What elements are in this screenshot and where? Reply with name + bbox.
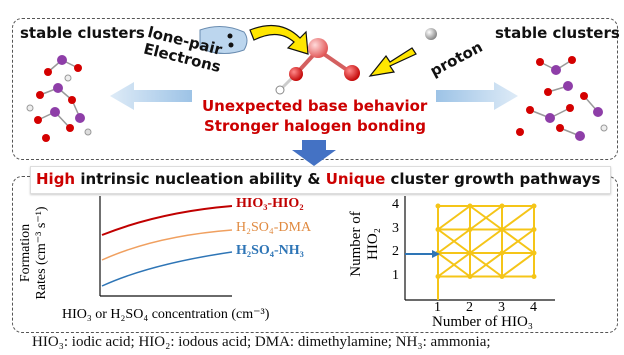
curve-h2so4-dma xyxy=(101,229,233,261)
cluster-node xyxy=(531,203,537,209)
cluster-node xyxy=(531,274,537,279)
growth-path-diag xyxy=(469,228,503,254)
results-panel xyxy=(12,176,618,333)
growth-path-diag xyxy=(469,252,503,278)
right-blue-arrow xyxy=(436,82,518,110)
growth-path-diag xyxy=(501,228,535,254)
x-tick-label: 4 xyxy=(530,300,537,315)
legend-hio3-hio2: HIO₃-HIO₂ xyxy=(236,196,304,211)
legend-h2so4-dma: H₂SO₄-DMA xyxy=(236,220,312,235)
down-blue-arrow xyxy=(292,140,336,166)
x-tick-label: 2 xyxy=(466,300,473,315)
headline-end: cluster growth pathways xyxy=(385,170,601,188)
stable-clusters-right-label: stable clusters xyxy=(495,24,620,42)
headline-high: High xyxy=(36,170,76,188)
hio2-molecule-image xyxy=(275,28,437,95)
abbreviation-footer: HIO₃: iodic acid; HIO₂: iodous acid; DMA… xyxy=(32,334,491,350)
cluster-node xyxy=(531,227,537,232)
curve-h2so4-nh3 xyxy=(101,251,233,287)
stable-clusters-left-label: stable clusters xyxy=(20,24,145,42)
cluster-growth-chart xyxy=(404,196,555,301)
right-chart-x-label: Number of HIO₃ xyxy=(432,314,534,330)
stable-cluster-right-image xyxy=(516,56,608,141)
headline-box xyxy=(30,166,611,194)
growth-path-diag xyxy=(437,228,471,254)
y-label-line2: Rates (cm⁻³ s⁻¹) xyxy=(34,206,49,300)
growth-path-diag xyxy=(501,252,535,278)
cluster-node xyxy=(435,227,441,232)
unexpected-base-behavior-text: Unexpected base behavior xyxy=(202,97,428,115)
cluster-node xyxy=(499,227,505,232)
left-chart-y-label: Formation Rates (cm⁻³ s⁻¹) xyxy=(18,198,50,308)
stable-cluster-left-image xyxy=(26,55,92,142)
growth-path-diag xyxy=(501,205,535,231)
cluster-node xyxy=(467,227,473,232)
growth-path-diag xyxy=(437,252,471,278)
cluster-node xyxy=(499,250,505,256)
cluster-node xyxy=(467,274,473,279)
left-blue-arrow xyxy=(110,82,192,110)
cluster-node xyxy=(435,203,441,209)
lone-pair-arrow xyxy=(249,24,309,55)
y-tick-label: 4 xyxy=(392,197,399,212)
cluster-node xyxy=(467,250,473,256)
y-label-line1: Formation xyxy=(18,223,33,283)
cluster-node xyxy=(499,203,505,209)
left-chart-x-label: HIO₃ or H₂SO₄ concentration (cm⁻³) xyxy=(62,307,270,322)
curve-hio3-hio2 xyxy=(101,205,233,236)
lone-pair-face-icon xyxy=(199,26,248,54)
proton-arrow xyxy=(368,47,417,77)
x-tick-label: 3 xyxy=(498,300,505,315)
headline-unique: Unique xyxy=(325,170,386,188)
right-chart-y-label: Number of HIO₂ xyxy=(348,196,382,292)
x-tick-label: 1 xyxy=(434,300,441,315)
y-tick-label: 1 xyxy=(392,267,399,283)
stronger-halogen-bonding-text: Stronger halogen bonding xyxy=(204,117,426,135)
growth-path-diag xyxy=(437,205,471,231)
cluster-node xyxy=(435,274,441,279)
formation-rate-chart xyxy=(99,196,233,297)
headline: High intrinsic nucleation ability & Uniq… xyxy=(36,170,600,188)
y-label-line1: Number of xyxy=(348,211,364,277)
growth-path-diag xyxy=(469,205,503,231)
y-tick-label: 2 xyxy=(392,244,399,259)
cluster-node xyxy=(467,203,473,209)
cluster-node xyxy=(531,250,537,256)
y-tick-label: 3 xyxy=(392,220,399,236)
legend-h2so4-nh3: H₂SO₄-NH₃ xyxy=(236,243,304,258)
cluster-node xyxy=(499,274,505,279)
headline-mid: intrinsic nucleation ability & xyxy=(75,170,326,188)
y-label-line2: HIO₂ xyxy=(365,228,381,260)
